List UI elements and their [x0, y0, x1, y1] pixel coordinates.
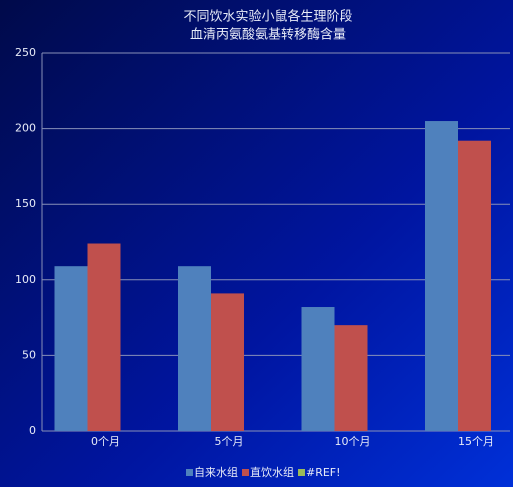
y-tick-label: 100 [15, 273, 36, 286]
legend-label: 自来水组 [194, 465, 238, 479]
y-tick-label: 150 [15, 197, 36, 210]
bar [334, 325, 368, 431]
bar [54, 266, 88, 431]
legend-label: 直饮水组 [250, 465, 294, 479]
x-tick-label: 10个月 [335, 435, 371, 448]
bar [425, 121, 458, 431]
chart-title: 血清丙氨酸氨基转移酶含量 [190, 27, 346, 43]
y-tick-label: 250 [15, 46, 36, 59]
bar [178, 266, 211, 431]
bar [301, 307, 335, 431]
legend-swatch [298, 469, 305, 476]
x-tick-label: 15个月 [458, 435, 494, 448]
bar [458, 140, 491, 432]
legend-label: #REF! [306, 466, 341, 479]
x-tick-label: 0个月 [91, 435, 120, 448]
legend-swatch [242, 469, 249, 476]
y-tick-label: 50 [22, 348, 36, 361]
bar [211, 293, 244, 431]
chart-title: 不同饮水实验小鼠各生理阶段 [183, 9, 352, 25]
y-tick-label: 200 [15, 122, 36, 135]
legend-swatch [186, 469, 193, 476]
y-tick-label: 0 [29, 424, 36, 437]
x-tick-label: 5个月 [215, 435, 244, 448]
bar [87, 243, 121, 431]
